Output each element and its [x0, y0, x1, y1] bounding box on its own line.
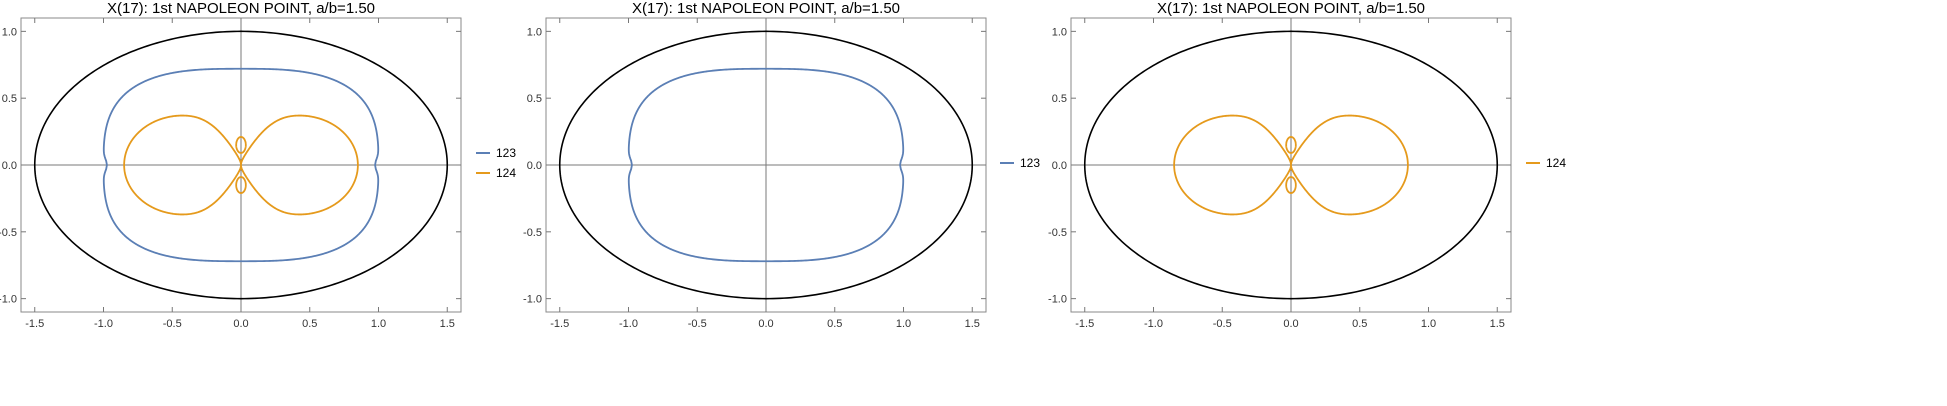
x-tick-label: -1.5 — [1075, 318, 1094, 330]
chart-panel-2: -1.5 -1.0 -0.5 0.0 0.5 1.0 1.5 -1.0 -0.5 0.0 0.5 1.… — [523, 0, 1040, 330]
y-tick-label: -0.5 — [0, 227, 17, 239]
x-tick-label: 1.0 — [896, 318, 911, 330]
series-line-123 — [627, 67, 905, 263]
y-tick-label: 1.0 — [527, 26, 542, 38]
x-tick-label: 1.5 — [440, 318, 455, 330]
y-tick-label: 0.5 — [527, 93, 542, 105]
x-tick-label: -1.0 — [94, 318, 113, 330]
y-tick-label: -1.0 — [1048, 294, 1067, 306]
y-tick-label: 1.0 — [2, 26, 17, 38]
y-tick-label: 0.5 — [1052, 93, 1067, 105]
x-tick-label: 1.5 — [965, 318, 980, 330]
series-line-ellipse — [558, 30, 974, 300]
y-tick-label: 0.0 — [1052, 160, 1067, 172]
series-line-ellipse — [1083, 30, 1499, 300]
y-tick-label: 0.5 — [2, 93, 17, 105]
series-line-124 — [123, 114, 359, 216]
chart-title: X(17): 1st NAPOLEON POINT, a/b=1.50 — [107, 0, 375, 17]
legend-label-124: 124 — [1546, 156, 1566, 170]
x-tick-label: 1.5 — [1490, 318, 1505, 330]
x-tick-label: 0.0 — [758, 318, 773, 330]
x-tick-label: 0.0 — [1283, 318, 1298, 330]
y-tick-label: 0.0 — [2, 160, 17, 172]
legend-label-123: 123 — [496, 146, 516, 160]
y-tick-label: -1.0 — [523, 294, 542, 306]
series-line-123 — [102, 67, 380, 263]
x-tick-label: -1.0 — [619, 318, 638, 330]
series-line-124 — [1173, 114, 1409, 216]
y-tick-label: 1.0 — [1052, 26, 1067, 38]
y-tick-label: -0.5 — [1048, 227, 1067, 239]
y-tick-label: -1.0 — [0, 294, 17, 306]
legend-label-124: 124 — [496, 166, 516, 180]
y-tick-label: -0.5 — [523, 227, 542, 239]
y-tick-label: 0.0 — [527, 160, 542, 172]
legend-label-123: 123 — [1020, 156, 1040, 170]
x-tick-label: -1.5 — [550, 318, 569, 330]
chart-panel-1: -1.5 -1.0 -0.5 0.0 0.5 1.0 1.5 -1.0 -0.5 0.0 0.5 1.… — [0, 0, 516, 330]
x-tick-label: -0.5 — [688, 318, 707, 330]
series-line-ellipse — [33, 30, 449, 300]
x-tick-label: -1.5 — [25, 318, 44, 330]
chart-title: X(17): 1st NAPOLEON POINT, a/b=1.50 — [632, 0, 900, 17]
x-tick-label: 0.5 — [827, 318, 842, 330]
x-tick-label: 1.0 — [1421, 318, 1436, 330]
x-tick-label: -0.5 — [1213, 318, 1232, 330]
x-tick-label: 1.0 — [371, 318, 386, 330]
chart-title: X(17): 1st NAPOLEON POINT, a/b=1.50 — [1157, 0, 1425, 17]
x-tick-label: 0.0 — [233, 318, 248, 330]
x-tick-label: 0.5 — [302, 318, 317, 330]
chart-panel-3: -1.5 -1.0 -0.5 0.0 0.5 1.0 1.5 -1.0 -0.5 0.0 0.5 1.… — [1048, 0, 1566, 330]
x-tick-label: -1.0 — [1144, 318, 1163, 330]
x-tick-label: -0.5 — [163, 318, 182, 330]
x-tick-label: 0.5 — [1352, 318, 1367, 330]
